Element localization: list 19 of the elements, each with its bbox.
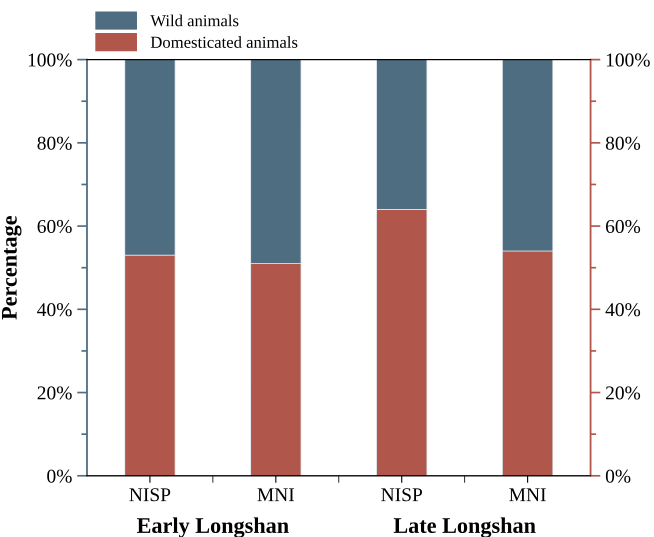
- y2-tick-label: 20%: [606, 386, 640, 400]
- x-tick-label: MNI: [257, 488, 294, 502]
- x-tick-label: NISP: [129, 488, 170, 502]
- y2-tick-label: 100%: [606, 53, 650, 67]
- y-tick-label: 60%: [38, 220, 72, 234]
- y2-tick-label: 80%: [606, 136, 640, 150]
- legend-label: Domesticated animals: [150, 36, 298, 48]
- x-tick-label: NISP: [381, 488, 422, 502]
- y-tick-label: 100%: [28, 53, 72, 67]
- y2-tick-label: 40%: [606, 303, 640, 316]
- x-tick-label: MNI: [509, 488, 546, 502]
- y-tick-label: 0%: [47, 470, 72, 483]
- y2-tick-label: 60%: [606, 220, 640, 234]
- y-tick-label: 80%: [38, 136, 72, 150]
- y-tick-label: 40%: [37, 303, 72, 316]
- y-axis-title: Percentage: [2, 216, 22, 320]
- y2-tick-label: 0%: [606, 470, 630, 483]
- legend-label: Wild animals: [150, 14, 238, 26]
- y-tick-label: 20%: [38, 386, 72, 400]
